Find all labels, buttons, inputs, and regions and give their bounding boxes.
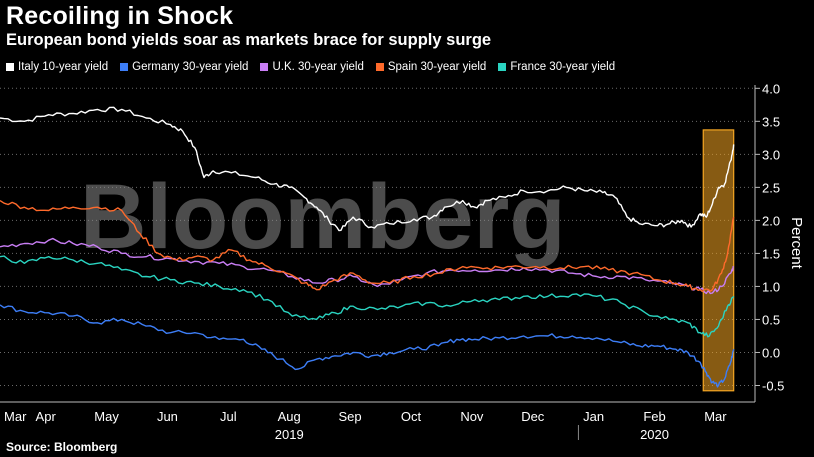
legend-label-italy: Italy 10-year yield <box>18 61 109 73</box>
legend-swatch-uk <box>260 63 269 71</box>
x-tick-label: Sep <box>339 409 362 424</box>
y-axis-label: Percent <box>788 217 805 270</box>
x-year-label: 2019 <box>275 427 304 442</box>
chart-title: Recoiling in Shock <box>6 2 234 30</box>
x-tick-label: Jul <box>220 409 237 424</box>
y-tick-label: 1.5 <box>762 246 780 261</box>
legend-item-italy: Italy 10-year yield <box>6 61 108 73</box>
legend-label-germany: Germany 30-year yield <box>132 61 249 73</box>
legend-swatch-italy <box>6 63 14 71</box>
x-tick-label: Oct <box>401 409 422 424</box>
x-tick-label: Mar <box>4 409 27 424</box>
watermark-text: Bloomberg <box>80 166 566 268</box>
y-tick-label: 4.0 <box>762 81 780 96</box>
y-tick-label: 3.0 <box>762 147 780 162</box>
legend-item-france: France 30-year yield <box>498 61 615 73</box>
source-note: Source: Bloomberg <box>6 440 118 454</box>
series-line-france-30-year-yield <box>0 255 735 338</box>
legend-swatch-france <box>498 63 507 71</box>
legend-label-uk: U.K. 30-year yield <box>272 61 364 73</box>
legend-label-france: France 30-year yield <box>510 61 616 73</box>
x-tick-label: Aug <box>278 409 301 424</box>
series-line-u-k-30-year-yield <box>0 237 734 295</box>
legend-item-germany: Germany 30-year yield <box>120 61 248 73</box>
legend-label-spain: Spain 30-year yield <box>387 61 487 73</box>
series-line-spain-30-year-yield <box>0 200 735 293</box>
legend-item-uk: U.K. 30-year yield <box>260 61 364 73</box>
y-tick-label: 1.0 <box>762 279 780 294</box>
y-tick-label: 3.5 <box>762 114 780 129</box>
series-line-italy-10-year-yield <box>0 106 735 232</box>
legend-swatch-spain <box>375 63 384 71</box>
x-tick-label: Jun <box>157 409 178 424</box>
legend-item-spain: Spain 30-year yield <box>375 61 487 73</box>
y-tick-label: 0.0 <box>762 345 780 360</box>
legend-swatch-germany <box>120 63 129 71</box>
x-tick-label: Apr <box>36 409 57 424</box>
x-tick-label: Mar <box>704 409 727 424</box>
series-line-germany-30-year-yield <box>0 304 735 388</box>
x-tick-label: Nov <box>460 409 484 424</box>
y-tick-label: -0.5 <box>762 378 784 393</box>
x-tick-label: Jan <box>583 409 604 424</box>
x-tick-label: May <box>94 409 119 424</box>
y-tick-label: 2.0 <box>762 213 780 228</box>
legend: Italy 10-year yield Germany 30-year yiel… <box>6 61 615 73</box>
highlight-box <box>702 129 735 392</box>
y-tick-label: 0.5 <box>762 312 780 327</box>
y-tick-label: 2.5 <box>762 180 780 195</box>
x-tick-label: Feb <box>643 409 665 424</box>
x-year-label: 2020 <box>640 427 669 442</box>
chart-subtitle: European bond yields soar as markets bra… <box>6 31 492 49</box>
x-tick-label: Dec <box>521 409 545 424</box>
